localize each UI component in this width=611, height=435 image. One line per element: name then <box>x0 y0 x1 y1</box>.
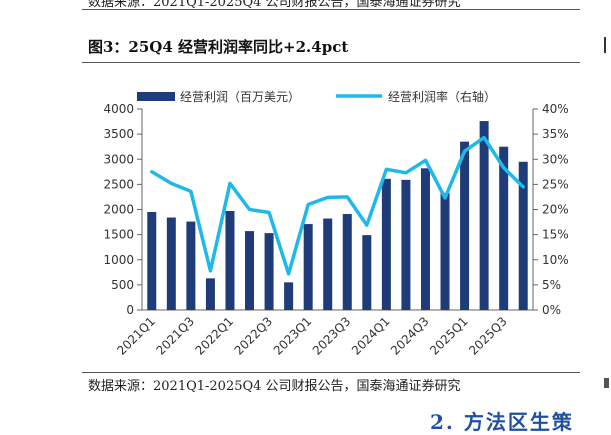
top-source-text: 数据来源：2021Q1-2025Q4 公司财报公告，国泰海通证券研究 <box>88 0 461 10</box>
bar-2021Q1 <box>147 212 157 310</box>
bar-2021Q2 <box>166 217 176 310</box>
chart-axes: 0 500 1000 1500 2000 2500 3000 3500 4000 0% 5% 10% 1… <box>103 102 568 317</box>
x-tick-label: 2025Q1 <box>427 314 471 358</box>
y-left-tick-label: 2500 <box>103 177 134 191</box>
y-left-tick-label: 3500 <box>103 127 134 141</box>
bar-2024Q3 <box>420 168 430 310</box>
figure-title: 图3：25Q4 经营利润率同比+2.4pct <box>88 38 349 56</box>
x-tick-label: 2025Q3 <box>466 314 510 358</box>
bar-2022Q2 <box>245 231 255 310</box>
next-section-heading: 2. 方法区生策 <box>430 410 574 434</box>
bar-2021Q4 <box>205 278 215 310</box>
margin-line <box>150 135 525 276</box>
title-rule <box>82 62 580 63</box>
bar-series <box>147 121 528 310</box>
bar-2024Q1 <box>381 178 391 310</box>
y-right-tick-label: 25% <box>542 177 569 191</box>
y-right-tick-label: 30% <box>542 152 569 166</box>
x-tick-label: 2023Q3 <box>310 314 354 358</box>
bar-2025Q4 <box>518 161 528 310</box>
x-tick-label: 2022Q1 <box>193 314 237 358</box>
y-right-tick-label: 20% <box>542 203 569 217</box>
y-right-tick-label: 10% <box>542 253 569 267</box>
x-tick-label: 2024Q1 <box>349 314 393 358</box>
bar-2023Q4 <box>362 235 372 310</box>
y-left-tick-label: 500 <box>111 278 134 292</box>
legend-line-label: 经营利润率（右轴） <box>388 89 496 104</box>
y-right-tick-label: 0% <box>542 303 561 317</box>
legend-bar-swatch <box>137 92 175 101</box>
y-left-tick-label: 1500 <box>103 228 134 242</box>
bar-2021Q3 <box>186 221 196 310</box>
x-tick-label: 2022Q3 <box>232 314 276 358</box>
bar-2024Q2 <box>401 179 411 310</box>
bottom-rule <box>82 372 580 373</box>
adjacent-footer-marker <box>604 378 609 388</box>
bar-2022Q1 <box>225 211 235 310</box>
bar-2023Q2 <box>323 218 333 310</box>
x-tick-label: 2024Q3 <box>388 314 432 358</box>
y-left-tick-label: 4000 <box>103 102 134 116</box>
x-tick-label: 2021Q1 <box>114 314 158 358</box>
x-tick-label: 2023Q1 <box>271 314 315 358</box>
top-rule <box>82 9 580 10</box>
legend-bar-label: 经营利润（百万美元） <box>180 90 300 104</box>
bar-2025Q3 <box>499 146 509 310</box>
bar-2024Q4 <box>440 192 450 310</box>
bar-2023Q1 <box>303 224 313 310</box>
y-left-tick-label: 0 <box>126 303 134 317</box>
bar-2025Q1 <box>460 141 470 310</box>
y-left-tick-label: 2000 <box>103 203 134 217</box>
footer-source-text: 数据来源：2021Q1-2025Q4 公司财报公告，国泰海通证券研究 <box>88 379 461 394</box>
y-right-tick-label: 40% <box>542 102 569 116</box>
y-left-tick-label: 3000 <box>103 152 134 166</box>
bar-2022Q3 <box>264 233 274 310</box>
y-right-tick-label: 35% <box>542 127 569 141</box>
bar-2025Q2 <box>479 121 489 310</box>
chart-legend: 经营利润（百万美元） 经营利润率（右轴） <box>137 89 496 104</box>
x-tick-labels: 2021Q12021Q32022Q12022Q32023Q12023Q32024… <box>114 314 509 358</box>
y-left-tick-label: 1000 <box>103 253 134 267</box>
y-right-tick-label: 5% <box>542 278 561 292</box>
adjacent-figure-marker <box>604 37 606 53</box>
x-tick-label: 2021Q3 <box>153 314 197 358</box>
bar-2023Q3 <box>342 214 352 310</box>
line-series <box>150 135 525 276</box>
y-right-tick-label: 15% <box>542 228 569 242</box>
bar-2022Q4 <box>284 282 294 310</box>
